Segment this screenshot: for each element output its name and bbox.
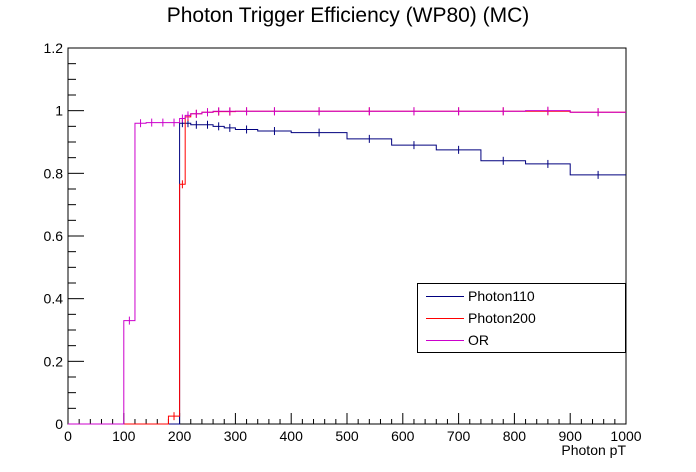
x-tick-label: 900 xyxy=(559,428,583,444)
x-tick-label: 500 xyxy=(335,428,359,444)
y-tick-label: 0.6 xyxy=(44,228,64,244)
y-tick-label: 0.2 xyxy=(44,353,64,369)
x-axis-label: Photon pT xyxy=(561,442,626,458)
x-tick-label: 800 xyxy=(503,428,527,444)
plot-frame xyxy=(67,47,627,425)
x-tick-label: 300 xyxy=(224,428,248,444)
legend-label-photon110: Photon110 xyxy=(468,288,535,304)
y-tick-label: 1 xyxy=(55,103,63,119)
legend-swatch-or xyxy=(426,340,464,341)
y-tick-label: 1.2 xyxy=(44,40,64,56)
legend-swatch-photon110 xyxy=(426,296,464,297)
legend-item-or: OR xyxy=(418,330,625,352)
y-tick-label: 0.4 xyxy=(44,291,64,307)
x-tick-label: 700 xyxy=(447,428,471,444)
y-tick-label: 0 xyxy=(55,416,63,432)
legend-item-photon110: Photon110 xyxy=(418,286,625,308)
series-line-photon200 xyxy=(68,110,626,425)
legend-item-photon200: Photon200 xyxy=(418,308,625,330)
x-tick-label: 100 xyxy=(112,428,136,444)
legend-swatch-photon200 xyxy=(426,318,464,319)
x-tick-label: 0 xyxy=(64,428,72,444)
series-line-or xyxy=(68,110,626,425)
series-line-photon110 xyxy=(68,122,626,425)
legend-label-or: OR xyxy=(468,332,489,348)
x-tick-label: 600 xyxy=(391,428,415,444)
legend: Photon110 Photon200 OR xyxy=(417,283,626,353)
x-tick-label: 1000 xyxy=(610,428,641,444)
x-tick-label: 400 xyxy=(280,428,304,444)
legend-label-photon200: Photon200 xyxy=(468,310,536,326)
y-tick-label: 0.8 xyxy=(44,165,64,181)
x-tick-label: 200 xyxy=(168,428,192,444)
chart-title: Photon Trigger Efficiency (WP80) (MC) xyxy=(166,4,530,27)
